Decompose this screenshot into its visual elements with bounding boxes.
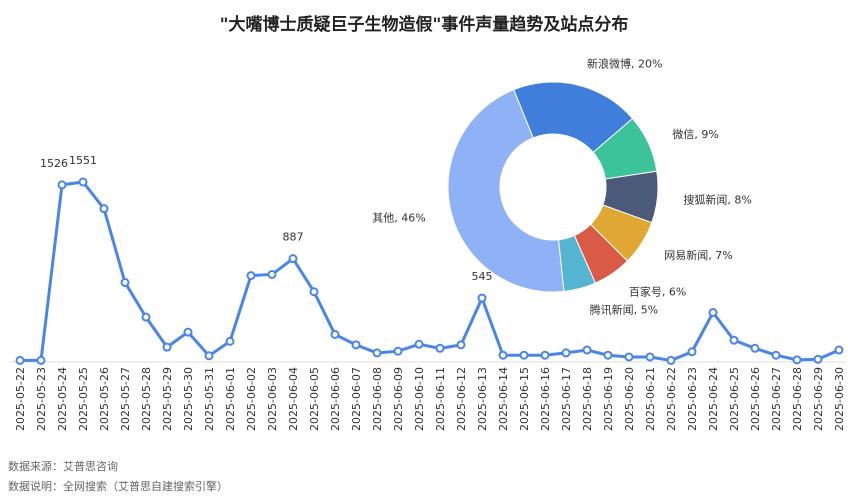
x-tick-label: 2025-06-25 <box>728 367 741 431</box>
x-tick-label: 2025-06-26 <box>749 367 762 431</box>
point <box>141 312 151 322</box>
point <box>204 351 214 361</box>
slice-label: 新浪微博, 20% <box>587 57 662 71</box>
point <box>624 352 634 362</box>
slice-label: 腾讯新闻, 5% <box>590 303 658 317</box>
point <box>246 271 256 281</box>
x-tick-label: 2025-06-12 <box>455 367 468 431</box>
data-label: 545 <box>472 270 493 283</box>
point <box>78 177 88 187</box>
x-tick-label: 2025-05-27 <box>119 367 132 431</box>
x-tick-label: 2025-06-19 <box>602 367 615 431</box>
point <box>351 340 361 350</box>
point <box>57 180 67 190</box>
x-tick-label: 2025-05-29 <box>161 367 174 431</box>
slice-label: 网易新闻, 7% <box>664 248 732 262</box>
point <box>687 347 697 357</box>
x-tick-label: 2025-05-25 <box>77 367 90 431</box>
point <box>372 348 382 358</box>
point <box>393 346 403 356</box>
point <box>36 355 46 365</box>
x-tick-label: 2025-05-31 <box>203 367 216 431</box>
x-tick-label: 2025-06-11 <box>434 367 447 431</box>
donut-slice <box>447 88 565 293</box>
point <box>792 355 802 365</box>
x-tick-label: 2025-06-30 <box>833 367 846 431</box>
point <box>120 278 130 288</box>
point <box>708 308 718 318</box>
point <box>498 350 508 360</box>
donut-slice <box>513 81 634 154</box>
x-tick-label: 2025-05-23 <box>35 367 48 431</box>
point <box>435 343 445 353</box>
x-tick-label: 2025-06-04 <box>287 367 300 431</box>
data-label: 887 <box>283 231 304 244</box>
point <box>330 329 340 339</box>
x-tick-label: 2025-06-22 <box>665 367 678 431</box>
x-tick-label: 2025-06-10 <box>413 367 426 431</box>
x-tick-label: 2025-06-21 <box>644 367 657 431</box>
line <box>20 180 840 362</box>
point <box>414 339 424 349</box>
point <box>162 342 172 352</box>
point <box>477 293 487 303</box>
x-tick-label: 2025-06-13 <box>476 367 489 431</box>
x-tick-label: 2025-05-30 <box>182 367 195 431</box>
x-tick-label: 2025-06-29 <box>812 367 825 431</box>
x-tick-label: 2025-06-16 <box>539 367 552 431</box>
point <box>729 335 739 345</box>
point <box>750 343 760 353</box>
x-tick-label: 2025-06-02 <box>245 367 258 431</box>
data-note: 数据说明：全网搜索（艾普思自建搜索引擎） <box>8 479 228 493</box>
x-tick-label: 2025-06-09 <box>392 367 405 431</box>
point <box>267 269 277 279</box>
point <box>540 350 550 360</box>
slice-label: 搜狐新闻, 8% <box>683 192 751 206</box>
x-tick-label: 2025-06-27 <box>770 367 783 431</box>
point <box>645 352 655 362</box>
x-tick-label: 2025-05-24 <box>56 367 69 431</box>
x-tick-label: 2025-06-03 <box>266 367 279 431</box>
point <box>561 348 571 358</box>
point <box>813 354 823 364</box>
x-tick-label: 2025-06-24 <box>707 367 720 431</box>
slice-label: 微信, 9% <box>672 127 718 141</box>
slice-label: 百家号, 6% <box>629 285 686 299</box>
point <box>309 287 319 297</box>
point <box>603 350 613 360</box>
x-tick-label: 2025-05-28 <box>140 367 153 431</box>
point <box>666 355 676 365</box>
x-tick-label: 2025-06-06 <box>329 367 342 431</box>
x-tick-label: 2025-06-14 <box>497 367 510 431</box>
x-tick-label: 2025-06-07 <box>350 367 363 431</box>
point <box>288 254 298 264</box>
x-tick-label: 2025-06-01 <box>224 367 237 431</box>
point <box>456 340 466 350</box>
source-note: 数据来源：艾普思咨询 <box>8 459 118 473</box>
point <box>834 345 844 355</box>
x-tick-label: 2025-06-15 <box>518 367 531 431</box>
point <box>771 350 781 360</box>
point <box>519 350 529 360</box>
x-tick-label: 2025-06-23 <box>686 367 699 431</box>
data-label: 1551 <box>69 154 97 167</box>
point <box>15 355 25 365</box>
point <box>225 336 235 346</box>
x-tick-label: 2025-06-20 <box>623 367 636 431</box>
point <box>582 345 592 355</box>
x-tick-label: 2025-06-18 <box>581 367 594 431</box>
x-tick-label: 2025-05-22 <box>14 367 27 431</box>
x-tick-label: 2025-06-28 <box>791 367 804 431</box>
point <box>99 204 109 214</box>
x-tick-label: 2025-06-08 <box>371 367 384 431</box>
point <box>183 327 193 337</box>
x-tick-label: 2025-05-26 <box>98 367 111 431</box>
slice-label: 其他, 46% <box>372 212 425 225</box>
x-tick-label: 2025-06-05 <box>308 367 321 431</box>
chart-title: "大嘴博士质疑巨子生物造假"事件声量趋势及站点分布 <box>220 14 629 35</box>
data-label: 1526 <box>40 157 68 170</box>
x-tick-label: 2025-06-17 <box>560 367 573 431</box>
